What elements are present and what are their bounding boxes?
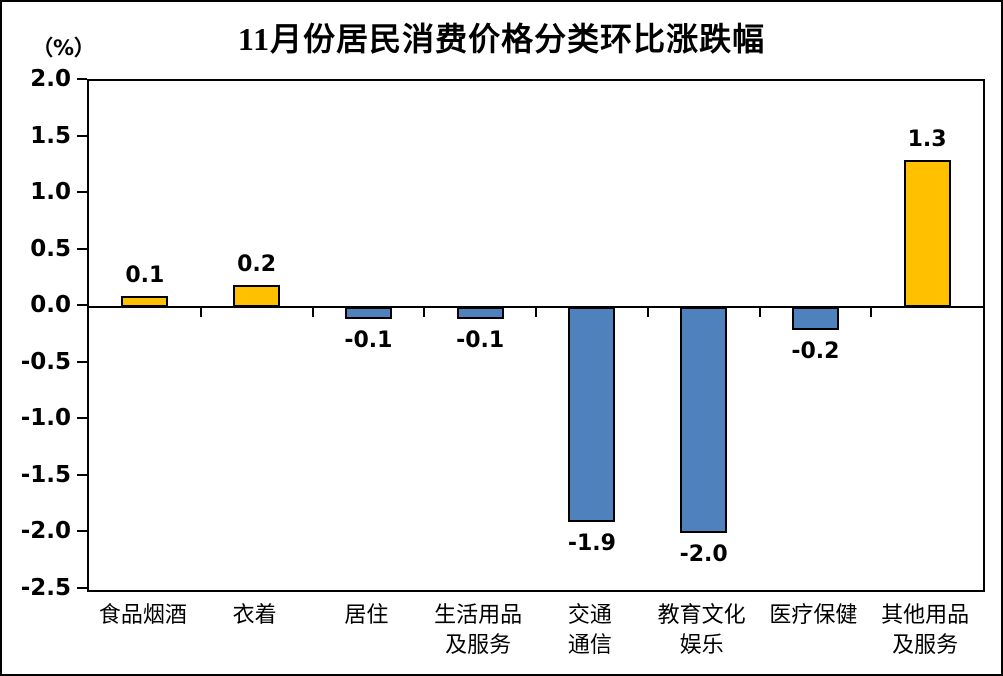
bar-value-label-3: -0.1: [456, 327, 505, 353]
bar-1: [233, 284, 281, 308]
chart-title: 11月份居民消费价格分类环比涨跌幅: [237, 21, 766, 57]
bar-6: [791, 307, 839, 330]
bar-value-label-2: -0.1: [344, 327, 393, 353]
x-category-label-5: 教育文化 娱乐: [657, 602, 746, 657]
x-tick-6: [758, 308, 761, 318]
x-category-label-1: 衣着: [232, 602, 277, 627]
bar-value-label-6: -0.2: [791, 338, 840, 364]
y-tick-label-6: -1.0: [20, 405, 71, 432]
y-axis-unit-label: （%）: [32, 36, 96, 60]
y-tick-label-1: 1.5: [30, 122, 71, 149]
y-tick-label-7: -1.5: [20, 461, 71, 488]
bar-value-label-5: -2.0: [679, 542, 728, 568]
x-category-label-6: 医疗保健: [769, 602, 858, 627]
y-tick-3: [77, 247, 87, 250]
y-tick-8: [77, 530, 87, 533]
y-tick-1: [77, 134, 87, 137]
x-tick-7: [870, 308, 873, 318]
x-category-label-0: 食品烟酒: [98, 602, 187, 627]
y-tick-label-5: -0.5: [20, 348, 71, 375]
bar-3: [456, 307, 504, 319]
x-tick-2: [311, 308, 314, 318]
bar-2: [344, 307, 392, 319]
y-tick-9: [77, 587, 87, 589]
y-tick-label-4: 0.0: [30, 292, 71, 319]
bar-7: [903, 160, 951, 308]
x-category-label-2: 居住: [344, 602, 389, 627]
y-tick-label-8: -2.0: [20, 518, 71, 545]
x-tick-3: [423, 308, 426, 318]
bar-value-label-0: 0.1: [125, 262, 165, 288]
y-tick-0: [77, 78, 87, 80]
x-category-label-3: 生活用品 及服务: [434, 602, 523, 657]
x-axis-zero-line: [89, 306, 983, 309]
bar-0: [121, 295, 169, 308]
bar-5: [680, 307, 728, 534]
bar-value-label-4: -1.9: [567, 531, 616, 557]
y-tick-label-3: 0.5: [30, 235, 71, 262]
y-tick-5: [77, 360, 87, 363]
bar-4: [568, 307, 616, 523]
x-category-label-4: 交通 通信: [567, 602, 612, 657]
y-tick-7: [77, 473, 87, 476]
bar-value-label-1: 0.2: [237, 251, 277, 277]
y-tick-label-0: 2.0: [30, 66, 71, 92]
plot-area: 0.1 0.2 -0.1 -0.1 -1.9 -2.0 -0.2 1.3: [87, 79, 985, 592]
x-category-label-7: 其他用品 及服务: [881, 602, 970, 657]
y-tick-4: [77, 304, 87, 307]
x-tick-5: [646, 308, 649, 318]
y-tick-6: [77, 417, 87, 420]
x-tick-4: [535, 308, 537, 318]
y-tick-2: [77, 191, 87, 194]
y-tick-label-9: -2.5: [20, 575, 71, 601]
x-tick-1: [199, 308, 202, 318]
bar-value-label-7: 1.3: [907, 127, 947, 153]
y-tick-label-2: 1.0: [30, 179, 71, 206]
